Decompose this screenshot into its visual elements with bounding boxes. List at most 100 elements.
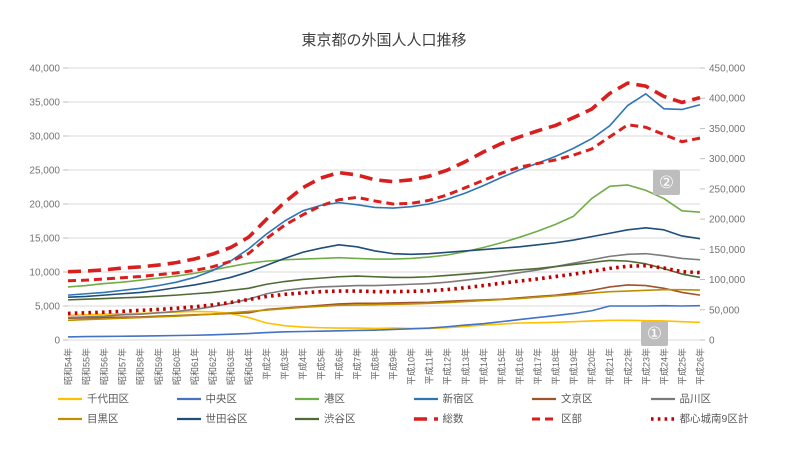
x-axis-label: 昭和60年 (171, 348, 182, 385)
left-axis-label: 5,000 (35, 302, 60, 313)
x-axis-label: 平成10年 (406, 348, 417, 385)
x-axis-label: 平成2年 (261, 348, 272, 380)
right-axis-label: 200,000 (709, 215, 746, 226)
legend-swatch-bunkyo-ku (532, 397, 556, 400)
legend-label-chiyoda-ku: 千代田区 (87, 393, 129, 405)
x-axis-label: 平成25年 (676, 348, 687, 385)
legend-item-setagaya-ku: 世田谷区 (176, 412, 248, 425)
left-axis-label: 20,000 (29, 200, 60, 211)
x-axis-label: 平成9年 (388, 348, 399, 380)
x-axis-label: 平成18年 (550, 348, 561, 385)
legend-swatch-kubu-wards (532, 417, 556, 420)
chart-title: 東京都の外国人人口推移 (301, 32, 467, 49)
legend-label-bunkyo-ku: 文京区 (561, 393, 593, 405)
left-axis-label: 15,000 (29, 234, 60, 245)
legend-label-shinjuku-ku: 新宿区 (442, 393, 475, 405)
series-line-kubu-wards (67, 123, 701, 283)
series-line-meguro-ku (67, 288, 701, 322)
right-axis-label: 300,000 (709, 154, 746, 165)
right-axis-label: 450,000 (709, 64, 746, 75)
series-line-shibuya-ku (67, 259, 701, 301)
legend-swatch-meguro-ku (58, 417, 82, 420)
legend-item-meguro-ku: 目黒区 (57, 412, 119, 425)
x-axis-label: 昭和58年 (135, 348, 146, 385)
legend-item-shinjuku-ku: 新宿区 (413, 392, 475, 405)
x-axis-label: 昭和54年 (63, 348, 74, 385)
x-axis-label: 昭和55年 (81, 348, 92, 385)
x-axis-label: 昭和62年 (207, 348, 218, 385)
left-axis-label: 35,000 (29, 98, 60, 109)
x-axis-label: 平成11年 (424, 348, 435, 384)
annotation-2-label: ② (658, 173, 675, 192)
legend-swatch-shinjuku-ku (413, 397, 438, 400)
x-axis-label: 平成15年 (496, 348, 507, 385)
legend-item-toshin-jonan-9ku-total: 都心城南9区計 (650, 412, 749, 425)
legend-swatch-chiyoda-ku (58, 397, 82, 400)
legend-label-toshin-jonan-9ku-total: 都心城南9区計 (679, 413, 749, 425)
x-axis-label: 平成22年 (622, 348, 633, 385)
series-line-minato-ku (67, 184, 701, 288)
x-axis-label: 平成7年 (351, 348, 362, 380)
x-axis-label: 平成5年 (315, 348, 326, 380)
x-axis-label: 昭和59年 (153, 348, 164, 385)
x-axis-label: 平成4年 (297, 348, 308, 380)
x-axis-label: 平成26年 (695, 348, 706, 385)
series-line-shinagawa-ku (67, 252, 701, 319)
x-axis-label: 平成24年 (658, 348, 669, 385)
x-axis-label: 昭和57年 (117, 348, 128, 385)
legend-label-setagaya-ku: 世田谷区 (205, 413, 248, 425)
right-axis-label: 150,000 (709, 245, 746, 256)
legend-item-chuo-ku: 中央区 (176, 392, 237, 405)
annotation-badge-2: ② (653, 170, 680, 195)
legend-item-chiyoda-ku: 千代田区 (57, 392, 129, 405)
legend-item-kubu-wards: 区部 (531, 412, 582, 425)
right-axis-label: 0 (709, 336, 715, 347)
left-axis-label: 0 (54, 336, 60, 347)
x-axis-label: 平成3年 (279, 348, 290, 380)
legend-item-minato-ku: 港区 (294, 392, 345, 405)
legend-swatch-chuo-ku (176, 397, 201, 400)
legend-label-meguro-ku: 目黒区 (87, 413, 119, 425)
legend-swatch-setagaya-ku (176, 417, 201, 420)
legend-item-shinagawa-ku: 品川区 (650, 392, 711, 405)
legend-item-sosu-total: 総数 (413, 412, 464, 425)
legend-item-shibuya-ku: 渋谷区 (294, 412, 356, 425)
legend-swatch-shinagawa-ku (650, 397, 675, 400)
x-axis-label: 平成19年 (568, 348, 579, 385)
left-axis-label: 25,000 (29, 166, 60, 177)
legend-label-kubu-wards: 区部 (561, 413, 582, 425)
x-axis-label: 平成21年 (604, 348, 615, 385)
legend-swatch-toshin-jonan-9ku-total (650, 416, 675, 421)
x-axis-label: 平成6年 (333, 348, 344, 380)
x-axis-label: 平成23年 (640, 348, 651, 385)
right-axis-label: 400,000 (709, 94, 746, 105)
x-axis-label: 昭和64年 (243, 348, 254, 385)
legend-item-bunkyo-ku: 文京区 (531, 392, 593, 405)
x-axis-label: 平成8年 (369, 348, 380, 380)
x-axis-label: 平成17年 (532, 348, 543, 385)
x-axis-label: 平成13年 (460, 348, 471, 385)
left-axis-label: 10,000 (29, 268, 60, 279)
right-axis-label: 100,000 (709, 275, 746, 286)
left-axis-label: 40,000 (29, 64, 60, 75)
x-axis-label: 昭和61年 (189, 348, 200, 385)
x-axis-label: 平成16年 (514, 348, 525, 385)
x-axis-label: 平成12年 (442, 348, 453, 385)
series-line-sosu-total (67, 81, 701, 274)
legend-label-sosu-total: 総数 (442, 413, 464, 425)
legend-swatch-sosu-total (413, 416, 438, 421)
x-axis-label: 昭和63年 (225, 348, 236, 385)
series-line-setagaya-ku (67, 227, 701, 298)
x-axis-label: 平成14年 (478, 348, 489, 385)
series-line-shinjuku-ku (67, 93, 701, 296)
right-axis-label: 50,000 (709, 305, 740, 316)
legend-swatch-shibuya-ku (295, 417, 319, 420)
right-axis-label: 350,000 (709, 124, 746, 135)
right-axis-label: 250,000 (709, 184, 746, 195)
legend-label-minato-ku: 港区 (324, 393, 345, 405)
x-axis-label: 平成20年 (586, 348, 597, 385)
x-axis-label: 昭和56年 (99, 348, 110, 385)
series-line-chuo-ku (67, 304, 701, 338)
